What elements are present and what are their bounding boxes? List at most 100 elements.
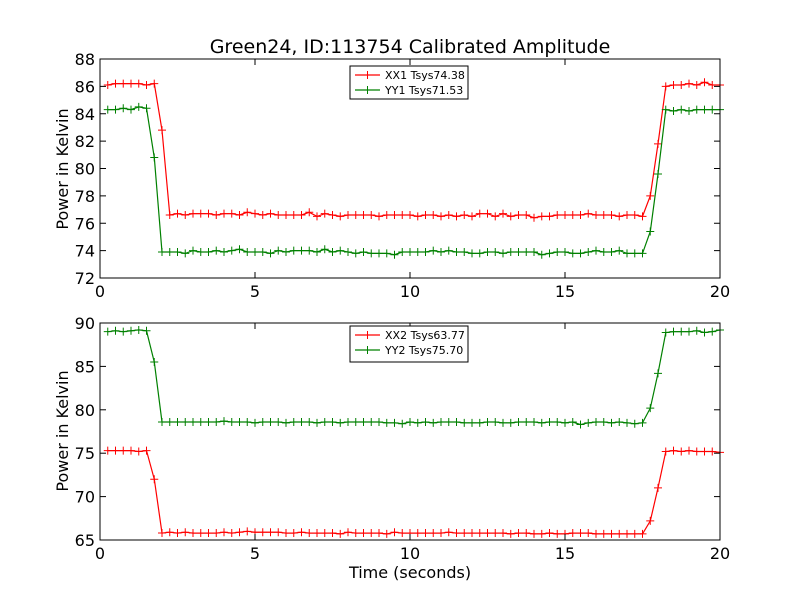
y-tick-label: 80 (75, 160, 95, 179)
data-point (344, 247, 352, 256)
data-point (111, 446, 120, 455)
data-point (576, 249, 585, 258)
data-point (646, 516, 655, 525)
data-point (522, 211, 531, 220)
data-point (220, 209, 228, 218)
data-point (313, 212, 321, 221)
data-point (134, 79, 143, 88)
y-tick-label: 76 (75, 214, 95, 233)
bottom-axis-ticks: 0 5 10 15 20 65 70 75 80 85 90 (75, 314, 731, 563)
data-point (444, 246, 453, 255)
data-point (150, 79, 159, 88)
data-point (537, 250, 546, 259)
data-point (468, 418, 476, 427)
data-point (398, 211, 407, 220)
data-point (685, 327, 693, 336)
data-point (654, 169, 662, 178)
chart-title: Green24, ID:113754 Calibrated Amplitude (210, 36, 611, 58)
data-point (289, 246, 298, 255)
data-point (646, 191, 655, 200)
bottom-plot-area (103, 325, 724, 538)
data-point (227, 529, 236, 538)
data-point (313, 529, 321, 538)
data-point (382, 211, 391, 220)
data-point (592, 529, 600, 538)
data-point (251, 209, 259, 218)
data-point (506, 247, 515, 256)
data-point (553, 247, 562, 256)
data-point (212, 417, 221, 426)
data-point (382, 249, 391, 258)
data-point (127, 79, 135, 88)
data-point (669, 327, 678, 336)
x-tick-label: 0 (95, 282, 105, 301)
data-point (196, 209, 205, 218)
data-point (375, 249, 383, 258)
data-point (181, 528, 190, 537)
data-point (181, 211, 190, 220)
data-point (553, 417, 562, 426)
legend-box (349, 65, 469, 100)
x-tick-label: 20 (710, 544, 730, 563)
data-point (553, 529, 562, 538)
data-point (615, 529, 624, 538)
data-point (204, 529, 213, 538)
data-point (506, 529, 515, 538)
data-point (568, 529, 577, 538)
data-point (150, 153, 159, 162)
data-point (336, 529, 345, 538)
data-point (692, 81, 701, 90)
data-point (289, 417, 298, 426)
data-point (522, 529, 531, 538)
data-point (212, 211, 221, 220)
data-point (375, 212, 383, 221)
data-point (685, 107, 693, 116)
y-tick-label: 86 (75, 77, 95, 96)
data-point (607, 418, 616, 427)
data-point (499, 418, 507, 427)
data-point (514, 417, 523, 426)
data-point (336, 418, 345, 427)
data-point (483, 247, 492, 256)
data-point (460, 418, 469, 427)
y-tick-label: 80 (75, 401, 95, 420)
top-legend: XX1 Tsys74.38 YY1 Tsys71.53 (349, 65, 469, 100)
x-tick-label: 10 (400, 282, 420, 301)
data-point (134, 102, 143, 111)
legend-marker (363, 71, 372, 79)
data-point (375, 417, 383, 426)
data-point (328, 417, 337, 426)
data-point (700, 78, 709, 87)
data-point (119, 104, 128, 113)
data-point (142, 81, 151, 90)
data-point (584, 529, 593, 538)
y-tick-label: 65 (75, 531, 95, 550)
data-point (700, 447, 709, 456)
data-point (437, 212, 445, 221)
data-point (700, 328, 709, 337)
data-point (615, 212, 624, 221)
top-plot-area (103, 78, 724, 259)
data-point (499, 529, 507, 538)
x-tick-label: 5 (250, 282, 260, 301)
y-tick-label: 90 (75, 314, 95, 333)
data-point (452, 529, 461, 538)
data-point (173, 529, 182, 538)
y-tick-label: 84 (75, 105, 95, 124)
x-tick-label: 0 (95, 544, 105, 563)
data-point (444, 211, 453, 220)
data-point (475, 209, 484, 218)
data-point (305, 529, 314, 538)
data-point (119, 446, 128, 455)
data-point (561, 211, 569, 220)
data-point (700, 105, 709, 114)
data-point (421, 529, 430, 538)
data-point (282, 529, 290, 538)
legend-label: YY1 Tsys71.53 (384, 84, 463, 97)
data-point (607, 529, 616, 538)
data-point (266, 417, 275, 426)
data-point (111, 105, 120, 114)
data-point (158, 529, 166, 538)
data-point (227, 417, 236, 426)
